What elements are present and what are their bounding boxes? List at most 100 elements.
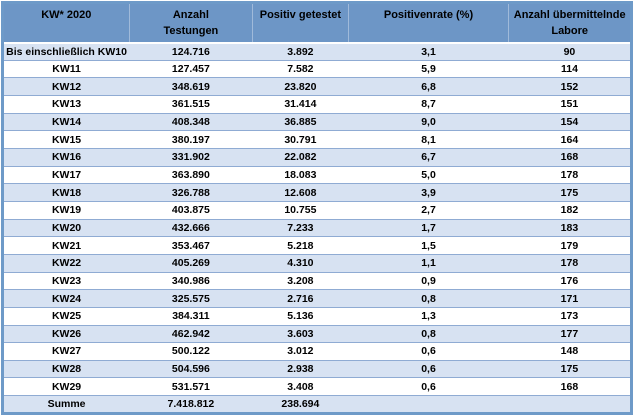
cell-testungen: 432.666	[129, 218, 253, 238]
cell-positivenrate: 6,7	[348, 147, 509, 167]
cell-positiv: 5.136	[287, 310, 314, 323]
cell-testungen: 384.311	[172, 310, 210, 323]
table-row: KW12 348.619 23.820 6,8 152	[2, 77, 632, 96]
column-header-positiv-label: Positiv getestet	[259, 9, 342, 21]
cell-testungen: 325.575	[129, 289, 253, 308]
table-body: Bis einschließlich KW10 124.716 3.892 3,1 90…	[2, 42, 632, 414]
column-header-positivenrate: Positivenrate (%)	[347, 2, 509, 44]
cell-labore: 173	[560, 310, 579, 323]
cell-kw: KW21	[51, 239, 82, 252]
cell-positivenrate: 5,0	[421, 168, 436, 181]
cell-positivenrate: 1,7	[348, 218, 509, 238]
cell-labore: 175	[508, 183, 632, 202]
cell-labore: 176	[560, 274, 579, 287]
column-header-labore-label: Anzahl übermittelnde	[513, 9, 626, 21]
cell-labore: 168	[508, 147, 632, 167]
cell-positiv: 238.694	[252, 395, 349, 414]
cell-kw: KW26	[2, 324, 130, 344]
cell-testungen: 408.348	[129, 112, 253, 132]
table-row: KW15 380.197 30.791 8,1 164	[3, 131, 632, 149]
cell-positivenrate: 3,1	[348, 42, 509, 61]
cell-kw: KW17	[51, 168, 82, 181]
cell-kw: KW25	[51, 310, 82, 323]
cell-labore: 151	[560, 98, 579, 111]
table-row: KW28 504.596 2.938 0,6 175	[2, 359, 632, 379]
cell-testungen: 462.942	[129, 324, 253, 344]
cell-positiv: 30.791	[284, 133, 317, 146]
cell-positiv: 2.938	[252, 359, 349, 379]
cell-positivenrate: 1,5	[421, 239, 436, 252]
table-row: KW27 500.122 3.012 0,6 148	[3, 343, 632, 361]
column-header-kw-label: KW* 2020	[41, 9, 92, 21]
cell-kw: KW20	[2, 218, 130, 238]
table-row: KW23 340.986 3.208 0,9 176	[3, 272, 632, 290]
summary-row: Summe 7.418.812 238.694	[2, 395, 632, 414]
cell-labore: 183	[508, 218, 632, 238]
cell-labore: 177	[508, 324, 632, 344]
cell-labore: 148	[560, 345, 579, 358]
cell-testungen: 504.596	[129, 359, 253, 379]
cell-testungen: 380.197	[171, 133, 210, 146]
cell-labore: 171	[508, 289, 632, 308]
table-row: KW25 384.311 5.136 1,3 173	[3, 307, 632, 325]
cell-positiv: 18.083	[284, 168, 317, 181]
table-row: KW13 361.515 31.414 8,7 151	[3, 95, 632, 113]
cell-labore: 175	[508, 359, 632, 379]
cell-testungen: 363.890	[171, 168, 210, 181]
cell-positiv: 3.208	[287, 274, 314, 287]
column-header-kw: KW* 2020	[2, 2, 130, 44]
cell-labore: 179	[560, 239, 579, 252]
cell-kw: KW11	[52, 62, 81, 75]
column-header-positiv: Positiv getestet	[252, 2, 349, 44]
cell-labore: 182	[560, 204, 579, 217]
cell-positiv: 3.603	[252, 324, 349, 344]
cell-labore: 168	[560, 380, 579, 393]
header-row: KW* 2020 Anzahl Testungen Positiv getest…	[2, 2, 632, 44]
cell-testungen: 326.788	[129, 183, 253, 202]
cell-testungen: 500.122	[171, 345, 210, 358]
cell-positiv: 23.820	[252, 77, 349, 96]
cell-positiv: 2.716	[252, 289, 349, 308]
cell-positiv: 5.218	[287, 239, 314, 252]
cell-positivenrate: 0,6	[421, 380, 436, 393]
cell-testungen: 127.457	[171, 62, 210, 75]
cell-testungen: 340.986	[171, 274, 210, 287]
table-row: KW18 326.788 12.608 3,9 175	[2, 183, 632, 202]
cell-positivenrate: 3,9	[348, 183, 509, 202]
column-header-testungen-label: Anzahl	[172, 9, 209, 21]
cell-kw: KW14	[2, 112, 130, 132]
cell-positiv: 3.012	[287, 345, 314, 358]
cell-positivenrate: 9,0	[348, 112, 509, 132]
table-row: KW22 405.269 4.310 1,1 178	[2, 253, 632, 273]
cell-labore: 114	[560, 62, 578, 75]
cell-positivenrate: 5,9	[421, 62, 436, 75]
cell-positivenrate: 1,1	[348, 253, 509, 273]
cell-kw: KW19	[51, 204, 82, 217]
cell-positivenrate: 0,6	[348, 359, 509, 379]
cell-kw: KW16	[2, 147, 130, 167]
cell-testungen: 353.467	[171, 239, 210, 252]
cell-kw: KW24	[2, 289, 130, 308]
cell-kw: Summe	[2, 395, 130, 414]
column-header-positivenrate-label: Positivenrate (%)	[383, 9, 474, 21]
table-row: KW19 403.875 10.755 2,7 182	[3, 201, 632, 219]
table-row: KW24 325.575 2.716 0,8 171	[2, 289, 632, 308]
cell-kw: KW22	[2, 253, 130, 273]
cell-positiv: 12.608	[252, 183, 349, 202]
cell-kw: KW15	[51, 133, 82, 146]
table-row: KW17 363.890 18.083 5,0 178	[3, 166, 632, 184]
cell-positivenrate: 2,7	[421, 204, 436, 217]
cell-kw: KW28	[2, 359, 130, 379]
cell-labore: 178	[560, 168, 579, 181]
table-row: KW16 331.902 22.082 6,7 168	[2, 147, 632, 167]
cell-testungen: 405.269	[129, 253, 253, 273]
cell-testungen: 331.902	[129, 147, 253, 167]
cell-positiv: 3.892	[252, 42, 349, 61]
cell-kw: KW27	[51, 345, 82, 358]
cell-labore	[508, 395, 632, 414]
cell-kw: KW23	[51, 274, 82, 287]
cell-labore: 154	[508, 112, 632, 132]
cell-positivenrate: 0,8	[348, 324, 509, 344]
